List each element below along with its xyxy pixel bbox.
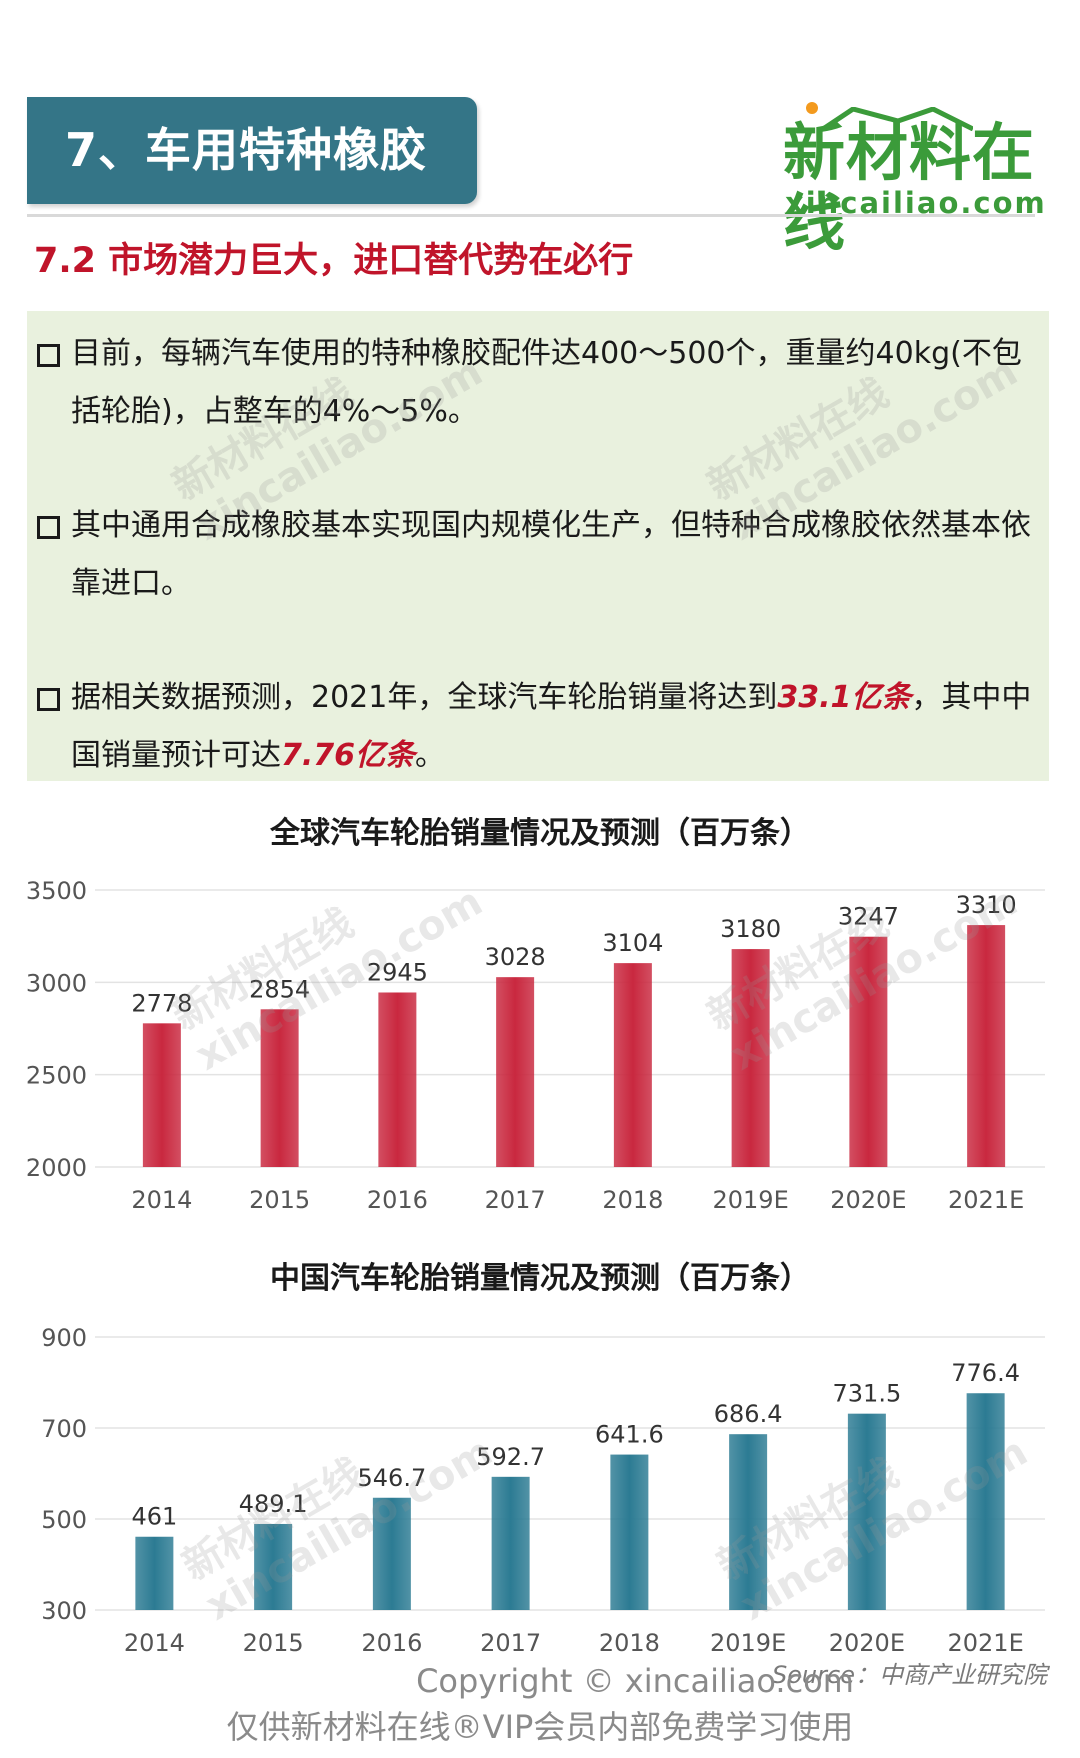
bullet-text: 目前，每辆汽车使用的特种橡胶配件达400～500个，重量约40kg(不包括轮胎)… bbox=[71, 336, 1022, 429]
data-label: 2854 bbox=[249, 975, 310, 1003]
bar bbox=[378, 992, 417, 1167]
y-tick-label: 900 bbox=[41, 1324, 87, 1352]
checkbox-square-icon bbox=[37, 344, 60, 367]
x-tick-label: 2017 bbox=[480, 1629, 541, 1655]
bullet-text-prefix: 据相关数据预测，2021年，全球汽车轮胎销量将达到 bbox=[71, 680, 778, 715]
copyright: Copyright © xincailiao.com bbox=[416, 1662, 854, 1700]
chart-title-global: 全球汽车轮胎销量情况及预测（百万条） bbox=[270, 816, 810, 851]
bullet-item: 据相关数据预测，2021年，全球汽车轮胎销量将达到33.1亿条，其中中国销量预计… bbox=[37, 669, 1037, 785]
bar bbox=[731, 949, 770, 1167]
data-label: 641.6 bbox=[595, 1421, 664, 1449]
x-tick-label: 2020E bbox=[829, 1629, 905, 1655]
x-tick-label: 2017 bbox=[485, 1186, 546, 1214]
data-label: 686.4 bbox=[714, 1400, 783, 1428]
x-tick-label: 2016 bbox=[361, 1629, 422, 1655]
data-label: 776.4 bbox=[951, 1359, 1020, 1387]
bar bbox=[729, 1434, 768, 1610]
bar bbox=[613, 963, 652, 1167]
section-title: 7、车用特种橡胶 bbox=[65, 123, 428, 177]
y-tick-label: 2000 bbox=[26, 1154, 87, 1182]
chart-title-china: 中国汽车轮胎销量情况及预测（百万条） bbox=[270, 1261, 810, 1296]
checkbox-square-icon bbox=[37, 688, 60, 711]
highlight-china-sales: 7.76亿条 bbox=[281, 738, 416, 773]
bullet-text-middle: ，其中中国销量预计可达 bbox=[71, 680, 1032, 773]
data-label: 731.5 bbox=[833, 1380, 902, 1408]
y-tick-label: 3500 bbox=[26, 877, 87, 905]
bullet-text-suffix: 。 bbox=[415, 738, 446, 773]
x-tick-label: 2015 bbox=[249, 1186, 310, 1214]
data-label: 3310 bbox=[956, 891, 1017, 919]
bullet-item: 目前，每辆汽车使用的特种橡胶配件达400～500个，重量约40kg(不包括轮胎)… bbox=[37, 325, 1037, 441]
usage-notice: 仅供新材料在线®VIP会员内部免费学习使用 bbox=[226, 1708, 854, 1746]
bar bbox=[372, 1497, 411, 1610]
header-divider bbox=[27, 214, 1035, 217]
x-tick-label: 2016 bbox=[367, 1186, 428, 1214]
data-label: 2945 bbox=[367, 958, 428, 986]
y-tick-label: 2500 bbox=[26, 1062, 87, 1090]
data-label: 546.7 bbox=[358, 1464, 427, 1492]
y-tick-label: 300 bbox=[41, 1597, 87, 1625]
y-tick-label: 500 bbox=[41, 1506, 87, 1534]
x-tick-label: 2018 bbox=[602, 1186, 663, 1214]
x-tick-label: 2021E bbox=[948, 1186, 1024, 1214]
bar bbox=[496, 977, 535, 1167]
data-label: 592.7 bbox=[476, 1443, 545, 1471]
data-label: 3104 bbox=[602, 929, 663, 957]
chart-china-tire-sales: 300 500 700 900 461 2014 489.1 2015 546.7 2016 592… bbox=[41, 1324, 1045, 1655]
x-tick-label: 2020E bbox=[830, 1186, 906, 1214]
bullet-panel: 目前，每辆汽车使用的特种橡胶配件达400～500个，重量约40kg(不包括轮胎)… bbox=[27, 311, 1049, 781]
bar bbox=[847, 1413, 886, 1610]
data-label: 2778 bbox=[131, 989, 192, 1017]
subsection-title: 7.2 市场潜力巨大，进口替代势在必行 bbox=[34, 241, 634, 281]
x-tick-label: 2014 bbox=[124, 1629, 185, 1655]
bar bbox=[135, 1536, 174, 1610]
bar bbox=[142, 1023, 181, 1167]
data-label: 489.1 bbox=[239, 1490, 308, 1518]
logo-text: 新材料在线 bbox=[783, 116, 1036, 259]
data-label: 3028 bbox=[485, 943, 546, 971]
x-tick-label: 2021E bbox=[948, 1629, 1024, 1655]
x-tick-label: 2014 bbox=[131, 1186, 192, 1214]
bullet-text: 据相关数据预测，2021年，全球汽车轮胎销量将达到33.1亿条，其中中国销量预计… bbox=[37, 669, 1037, 785]
bar bbox=[254, 1523, 293, 1610]
bar bbox=[610, 1454, 649, 1610]
bullet-item: 其中通用合成橡胶基本实现国内规模化生产，但特种合成橡胶依然基本依靠进口。 bbox=[37, 497, 1037, 613]
x-tick-label: 2015 bbox=[243, 1629, 304, 1655]
bar bbox=[966, 1393, 1005, 1610]
bar bbox=[260, 1009, 299, 1167]
x-tick-label: 2019E bbox=[713, 1186, 789, 1214]
logo-roof-icon bbox=[823, 107, 973, 131]
bar bbox=[491, 1476, 530, 1610]
y-tick-label: 3000 bbox=[26, 969, 87, 997]
bar bbox=[849, 936, 888, 1167]
checkbox-square-icon bbox=[37, 516, 60, 539]
data-label: 3180 bbox=[720, 915, 781, 943]
source-note: Source：中商产业研究院 bbox=[772, 1661, 1047, 1689]
section-title-banner: 7、车用特种橡胶 bbox=[27, 97, 477, 204]
x-tick-label: 2019E bbox=[710, 1629, 786, 1655]
logo-dot-icon bbox=[806, 102, 818, 114]
data-label: 3247 bbox=[838, 903, 899, 931]
chart-global-tire-sales: 2000 2500 3000 3500 2778 2014 2854 2015 2945 2016… bbox=[26, 877, 1045, 1214]
bullet-text: 其中通用合成橡胶基本实现国内规模化生产，但特种合成橡胶依然基本依靠进口。 bbox=[71, 508, 1031, 601]
y-tick-label: 700 bbox=[41, 1415, 87, 1443]
data-label: 461 bbox=[131, 1503, 177, 1531]
x-tick-label: 2018 bbox=[599, 1629, 660, 1655]
highlight-global-sales: 33.1亿条 bbox=[777, 680, 912, 715]
bar bbox=[967, 925, 1006, 1167]
